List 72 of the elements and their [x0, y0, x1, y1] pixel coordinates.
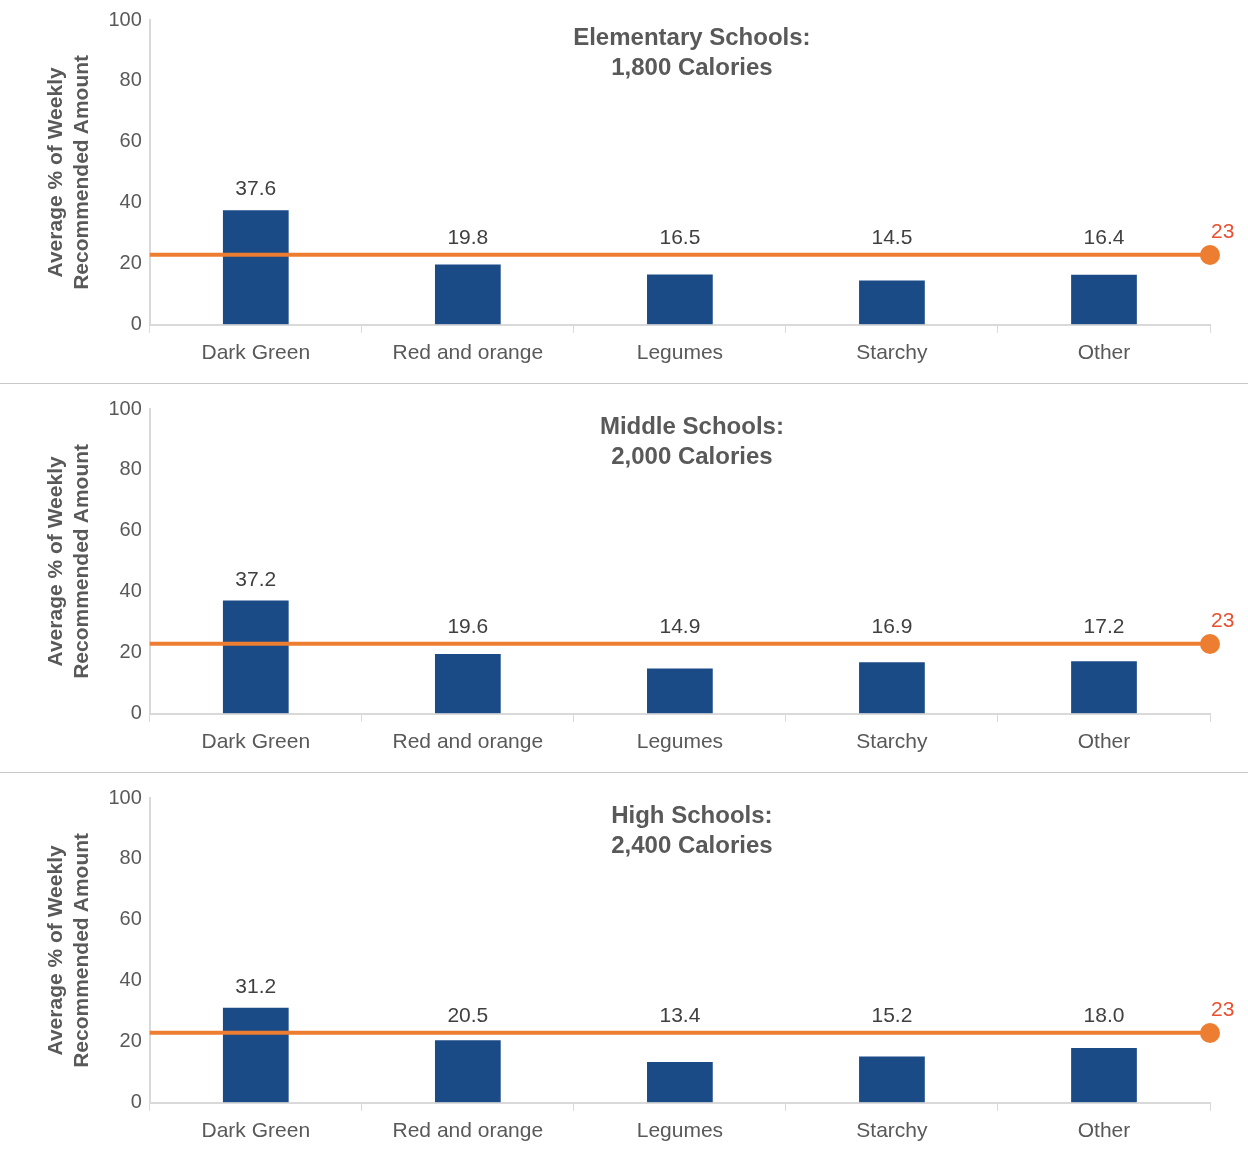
bar: [434, 264, 501, 325]
data-label: 19.6: [447, 613, 489, 637]
data-label: 16.9: [871, 613, 913, 637]
y-tick-label: 0: [130, 1090, 142, 1113]
bar: [647, 274, 713, 325]
x-tick-label: Other: [1077, 729, 1131, 753]
data-label: 20.5: [447, 1002, 489, 1026]
bar: [1071, 1047, 1137, 1103]
y-tick-label: 0: [130, 312, 142, 335]
y-tick-label: 20: [119, 251, 142, 274]
y-tick-label: 40: [119, 579, 142, 602]
y-tick-label: 80: [119, 846, 142, 869]
y-tick-label: 80: [119, 68, 142, 91]
x-tick-label: Legumes: [636, 340, 724, 364]
bar: [859, 280, 925, 325]
data-label: 19.8: [447, 224, 489, 248]
bar: [1071, 661, 1137, 714]
y-tick-label: 40: [119, 190, 142, 213]
x-tick-label: Other: [1077, 1118, 1131, 1142]
data-label: 18.0: [1083, 1002, 1125, 1026]
ref-line-label: 23: [1211, 607, 1235, 631]
y-tick-label: 20: [119, 640, 142, 663]
ref-line-label: 23: [1211, 996, 1235, 1020]
text: Elementary Schools: 1,800 Calories: [573, 22, 811, 80]
data-label: 15.2: [871, 1002, 913, 1026]
bar: [434, 1040, 501, 1103]
bar: [222, 1007, 289, 1103]
y-tick-label: 60: [119, 129, 142, 152]
y-axis-title: Average % of Weekly Recommended Amount: [43, 54, 92, 290]
data-label: 14.9: [659, 613, 701, 637]
x-tick-label: Starchy: [856, 340, 929, 364]
y-tick-label: 60: [119, 518, 142, 541]
y-tick-label: 0: [130, 701, 142, 724]
y-tick-label: 20: [119, 1029, 142, 1052]
x-tick-label: Other: [1077, 340, 1131, 364]
data-label: 17.2: [1083, 613, 1125, 637]
y-tick-label: 100: [108, 7, 142, 30]
bar: [222, 600, 289, 714]
data-label: 13.4: [659, 1002, 701, 1026]
x-tick-label: Dark Green: [201, 729, 311, 753]
data-label: 16.4: [1083, 224, 1125, 248]
y-tick-label: 80: [119, 457, 142, 480]
y-axis-title: Average % of Weekly Recommended Amount: [43, 443, 92, 679]
bar: [859, 1056, 925, 1103]
x-tick-label: Red and orange: [392, 340, 544, 364]
bar: [1071, 274, 1137, 325]
x-tick-label: Starchy: [856, 1118, 929, 1142]
data-label: 31.2: [235, 974, 277, 997]
y-tick-label: 40: [119, 968, 142, 991]
data-label: 14.5: [871, 224, 913, 248]
x-tick-label: Dark Green: [201, 340, 311, 364]
y-axis-title: Average % of Weekly Recommended Amount: [43, 832, 92, 1068]
ref-line-label: 23: [1211, 218, 1235, 242]
y-tick-label: 100: [108, 785, 142, 808]
bar: [859, 662, 925, 714]
x-tick-label: Legumes: [636, 729, 724, 753]
text: High Schools: 2,400 Calories: [611, 800, 773, 858]
bar: [222, 210, 289, 325]
x-tick-label: Starchy: [856, 729, 929, 753]
data-label: 37.2: [235, 566, 277, 590]
x-tick-label: Dark Green: [201, 1118, 311, 1142]
bar: [647, 1061, 713, 1103]
y-tick-label: 60: [119, 907, 142, 930]
text: Middle Schools: 2,000 Calories: [599, 411, 784, 469]
x-tick-label: Red and orange: [392, 1118, 544, 1142]
data-label: 37.6: [235, 176, 277, 200]
x-tick-label: Red and orange: [392, 729, 544, 753]
bar: [647, 668, 713, 714]
y-tick-label: 100: [108, 396, 142, 419]
bar: [434, 654, 501, 714]
data-label: 16.5: [659, 224, 701, 248]
x-tick-label: Legumes: [636, 1118, 724, 1142]
